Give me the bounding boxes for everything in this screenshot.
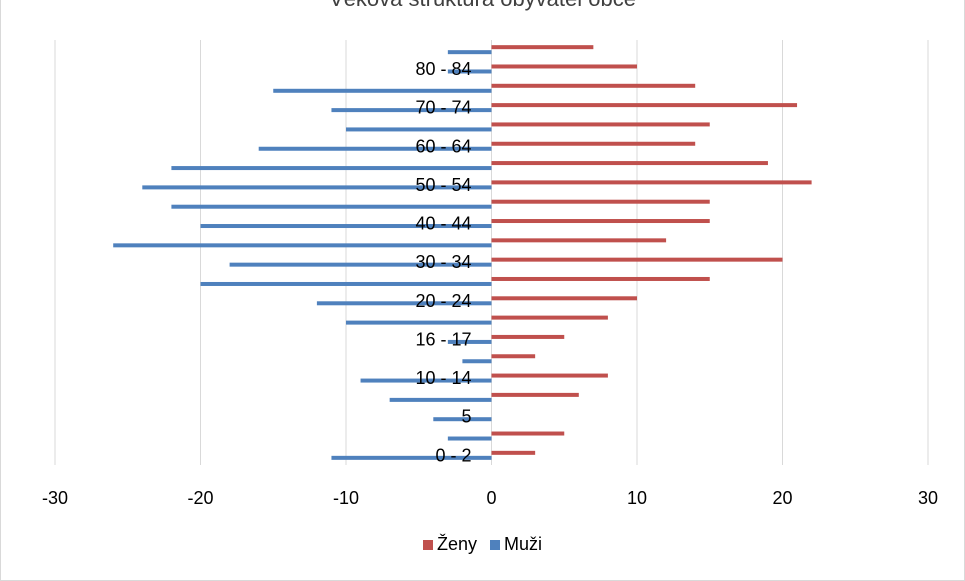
category-label-60-64: 60 - 64 (415, 136, 471, 156)
bar-muzi-55-59 (171, 166, 492, 171)
bar-muzi-5 (433, 417, 492, 422)
category-label-50-54: 50 - 54 (415, 175, 471, 195)
bar-zeny-75-79 (491, 83, 696, 88)
bar-zeny-40-44 (491, 219, 710, 224)
bar-muzi-60-64 (258, 146, 492, 151)
bar-muzi-80-84 (447, 69, 492, 74)
bar-zeny-60-64 (491, 141, 696, 146)
bar-zeny-35-39 (491, 238, 667, 243)
bar-zeny-20-24 (491, 296, 637, 301)
x-tick-label-30: -30 (42, 488, 68, 508)
bar-muzi-15 (462, 359, 492, 364)
bar-zeny-0-2 (491, 450, 536, 455)
legend-item-zeny: Ženy (422, 534, 477, 555)
x-tick-label-10: 10 (627, 488, 647, 508)
category-label-5: 5 (461, 407, 471, 427)
bar-zeny-65-69 (491, 122, 710, 127)
category-label-30-34: 30 - 34 (415, 252, 471, 272)
bar-muzi-35-39 (113, 243, 492, 248)
bar-muzi-18-19 (346, 320, 492, 325)
bar-muzi-0-2 (331, 455, 492, 460)
legend-swatch-muzi (490, 540, 501, 551)
bar-zeny-45-49 (491, 199, 710, 204)
chart-title: Věková struktura obyvatel obce (0, 0, 965, 12)
bar-muzi-16-17 (447, 339, 492, 344)
bar-muzi-75-79 (273, 88, 492, 93)
bar-muzi-20-24 (316, 301, 492, 306)
bar-muzi-6-9 (389, 397, 492, 402)
bar-zeny-80-84 (491, 64, 637, 69)
bar-zeny-6-9 (491, 392, 579, 397)
bar-muzi-30-34 (229, 262, 492, 267)
bar-zeny-3-4 (491, 431, 565, 436)
category-label-40-44: 40 - 44 (415, 214, 471, 234)
x-tick-label-30: 30 (918, 488, 938, 508)
bar-zeny-15 (491, 354, 536, 359)
bar-zeny-16-17 (491, 334, 565, 339)
category-label-16-17: 16 - 17 (415, 329, 471, 349)
bar-zeny-70-74 (491, 103, 798, 108)
x-tick-label-0: 0 (486, 488, 496, 508)
bar-muzi-3-4 (447, 436, 492, 441)
bar-muzi-40-44 (200, 224, 492, 229)
bar-muzi-50-54 (142, 185, 492, 190)
legend-label-zeny: Ženy (436, 534, 477, 554)
bar-zeny-25-29 (491, 276, 710, 281)
bar-zeny-18-19 (491, 315, 608, 320)
bar-muzi-85 (447, 50, 492, 55)
bar-muzi-70-74 (331, 108, 492, 113)
category-label-10-14: 10 - 14 (415, 368, 471, 388)
legend-label-muzi: Muži (504, 534, 543, 554)
bar-zeny-50-54 (491, 180, 812, 185)
legend: Ženy Muži (0, 534, 965, 555)
bar-muzi-25-29 (200, 281, 492, 286)
legend-swatch-zeny (422, 540, 433, 551)
bar-muzi-65-69 (346, 127, 492, 132)
bar-zeny-10-14 (491, 373, 608, 378)
bar-muzi-10-14 (360, 378, 492, 383)
legend-item-muzi: Muži (490, 534, 542, 555)
category-label-20-24: 20 - 24 (415, 291, 471, 311)
x-tick-label-10: -10 (333, 488, 359, 508)
category-label-80-84: 80 - 84 (415, 59, 471, 79)
x-tick-label-20: 20 (772, 488, 792, 508)
category-label-70-74: 70 - 74 (415, 98, 471, 118)
bar-zeny-85 (491, 45, 594, 50)
bar-zeny-30-34 (491, 257, 783, 262)
x-tick-label-20: -20 (187, 488, 213, 508)
category-label-0-2: 0 - 2 (435, 445, 471, 465)
bar-muzi-45-49 (171, 204, 492, 209)
bar-zeny-55-59 (491, 161, 768, 166)
